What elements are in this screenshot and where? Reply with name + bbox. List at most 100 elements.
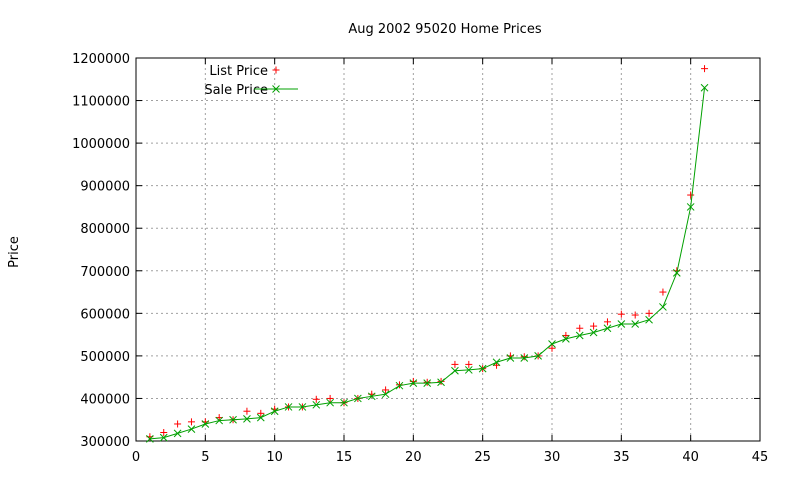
sale-price-point [215, 416, 224, 425]
list-price-point [617, 310, 625, 318]
x-tick-label: 15 [336, 450, 353, 465]
sale-price-point [437, 378, 445, 387]
sale-price-point-b [437, 378, 445, 387]
legend: List Price Sale Price [204, 64, 298, 98]
sale-price-point [492, 358, 501, 367]
sale-price-point [645, 315, 653, 324]
sale-price-point-b [686, 203, 695, 211]
sale-price-point-b [312, 400, 321, 409]
list-price-point [423, 378, 431, 386]
list-price-point [548, 344, 556, 352]
sale-price-point [243, 415, 251, 423]
list-price-point [160, 428, 168, 436]
sale-price-point [603, 324, 612, 333]
x-tick-label: 45 [752, 450, 769, 465]
sale-price-point [201, 420, 210, 428]
x-tick-label: 40 [682, 450, 699, 465]
sale-price-point [589, 328, 598, 337]
sale-price-point [575, 331, 584, 340]
list-price-point [576, 324, 584, 332]
sale-price-point-b [506, 354, 515, 362]
sale-price-point-b [215, 416, 224, 425]
x-tick-label: 0 [132, 450, 140, 465]
sale-price-point [686, 203, 695, 211]
sale-price-point [146, 435, 154, 443]
sale-price-point [659, 303, 667, 311]
list-price-point [312, 395, 320, 403]
sale-price-point [229, 415, 237, 424]
sale-price-point-b [464, 366, 473, 374]
list-price-point [174, 420, 182, 428]
legend-marker [272, 85, 280, 93]
sale-price-point-b [672, 269, 681, 277]
sale-price-point-b [298, 403, 307, 411]
list-price-point [465, 360, 473, 368]
sale-price-point-b [201, 420, 210, 428]
legend-marker [272, 66, 280, 74]
list-price-point [659, 288, 667, 296]
tick-layer: 0 5 10 15 20 25 30 35 40 45 300000 400000 500000 6000… [72, 52, 768, 465]
sale-price-point-b [423, 379, 432, 387]
list-price-point [451, 360, 459, 368]
list-price-point [257, 409, 265, 417]
sale-price-point [284, 403, 293, 411]
x-tick-label: 20 [405, 450, 422, 465]
sale-price-point [367, 392, 376, 401]
sale-price-point [506, 354, 515, 362]
series-sale-price [146, 83, 709, 443]
list-price-point [645, 309, 653, 317]
y-tick-label: 1200000 [72, 52, 130, 67]
list-price-point [382, 386, 390, 394]
list-price-point [631, 311, 639, 319]
sale-price-point [340, 398, 348, 407]
sale-price-point [173, 429, 182, 438]
x-tick-label: 30 [544, 450, 561, 465]
sale-price-point [562, 335, 570, 343]
sale-price-point-b [256, 413, 265, 422]
sale-price-point [631, 320, 640, 328]
sale-price-point-b [146, 435, 154, 443]
sale-price-point-b [492, 358, 501, 367]
y-tick-label: 800000 [80, 222, 130, 237]
y-tick-label: 1100000 [72, 95, 130, 110]
y-tick-label: 500000 [80, 350, 130, 365]
sale-price-point [409, 379, 418, 387]
x-tick-label: 10 [266, 450, 283, 465]
sale-price-point [617, 320, 626, 328]
list-price-point [520, 353, 528, 361]
sale-price-point [423, 379, 432, 387]
sale-price-point-b [575, 331, 584, 340]
sale-price-point [381, 390, 390, 399]
grid-layer [136, 58, 760, 441]
sale-price-point-b [562, 335, 570, 343]
sale-price-point-b [700, 83, 709, 92]
sale-price-point [395, 381, 404, 390]
chart-title: Aug 2002 95020 Home Prices [348, 22, 541, 37]
sale-price-point [312, 400, 321, 409]
y-tick-label: 1000000 [72, 137, 130, 152]
sale-price-point-b [159, 433, 168, 442]
sale-price-point-b [395, 381, 404, 390]
sale-price-point [464, 366, 473, 374]
series-layer [146, 65, 709, 443]
sale-price-point-b [229, 415, 237, 424]
sale-price-point [534, 352, 542, 360]
sale-price-point-b [354, 394, 362, 403]
sale-price-point [520, 354, 529, 362]
list-price-point [603, 318, 611, 326]
legend-marker-b [272, 85, 280, 93]
x-tick-label: 25 [474, 450, 491, 465]
list-price-point [187, 418, 195, 426]
sale-price-point-b [243, 415, 251, 423]
sale-price-point-b [367, 392, 376, 401]
series-list-price [146, 65, 709, 441]
list-price-point [562, 331, 570, 339]
y-tick-label: 400000 [80, 392, 130, 407]
sale-price-point-b [478, 364, 487, 373]
sale-price-point-b [270, 407, 279, 416]
sale-price-point-b [548, 340, 556, 348]
y-tick-label: 900000 [80, 180, 130, 195]
sale-price-point-b [173, 429, 182, 438]
y-tick-label: 700000 [80, 265, 130, 280]
